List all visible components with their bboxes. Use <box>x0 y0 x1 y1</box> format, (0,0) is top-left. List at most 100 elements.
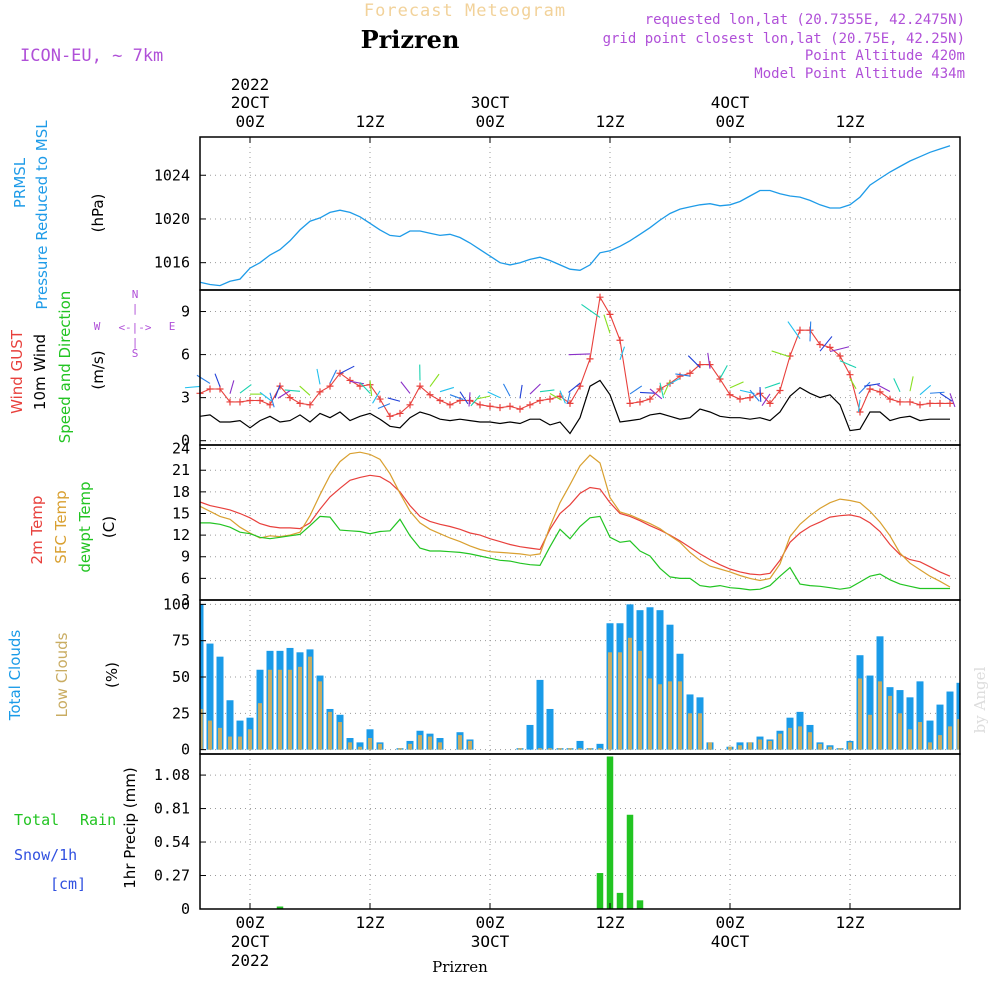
compass-w: W <box>94 320 101 333</box>
low-clouds-bar <box>788 727 792 750</box>
low-clouds-bar <box>578 748 582 750</box>
low-clouds-bar <box>258 703 262 750</box>
low-clouds-bar <box>878 681 882 750</box>
compass-s: S <box>132 347 139 360</box>
gust-point <box>236 398 244 406</box>
temp-ytick-label: 9 <box>181 548 190 566</box>
wind-direction-arrow <box>439 386 455 393</box>
temp-ytick-label: 21 <box>172 461 190 479</box>
low-clouds-bar <box>848 742 852 750</box>
precip-ytick-label: 0.27 <box>154 867 190 885</box>
low-clouds-bar <box>658 684 662 750</box>
top-time-label: 00Z <box>716 112 745 131</box>
svg-text:<-|->: <-|-> <box>118 321 151 334</box>
low-clouds-bar <box>298 666 302 750</box>
clouds-ytick-label: 0 <box>181 741 190 759</box>
low-clouds-bar <box>200 708 203 750</box>
low-clouds-bar <box>818 743 822 750</box>
gust-point <box>836 352 844 360</box>
low-clouds-bar <box>458 735 462 750</box>
pressure-series-line <box>199 145 951 287</box>
wind-label-10m: 10m Wind <box>31 334 49 410</box>
total-clouds-bar <box>536 679 544 750</box>
wind-series-line <box>199 379 950 435</box>
gust-point <box>636 398 644 406</box>
gust-point <box>906 398 914 406</box>
compass-n: N <box>132 288 139 301</box>
gust-point <box>856 408 864 416</box>
wind-direction-arrow <box>839 360 857 369</box>
low-clouds-bar <box>348 742 352 750</box>
low-clouds-bar <box>318 681 322 750</box>
wind-direction-arrow <box>649 388 663 400</box>
low-clouds-bar <box>238 736 242 750</box>
precip-label-snow: Snow/1h <box>14 846 77 864</box>
low-clouds-bar <box>288 669 292 750</box>
top-time-label: 00Z <box>476 112 505 131</box>
wind-direction-arrow <box>559 390 566 404</box>
wind-direction-arrow <box>349 380 365 385</box>
top-time-label: 00Z <box>236 112 265 131</box>
total-clouds-bar <box>236 720 244 750</box>
wind-direction-arrow <box>316 368 321 385</box>
low-clouds-bar <box>888 695 892 750</box>
tick-labels-layer: 1016102010240369369121518212402550751000… <box>154 75 865 970</box>
low-clouds-bar <box>648 678 652 750</box>
wind-direction-arrow <box>519 384 523 399</box>
wind-direction-arrow <box>487 391 501 399</box>
wind-direction-arrow <box>864 383 881 387</box>
gust-point <box>486 402 494 410</box>
rain-bar <box>596 873 604 909</box>
pressure-label-2: Pressure Reduced to MSL <box>33 120 51 310</box>
gust-point <box>256 397 264 405</box>
low-clouds-bar <box>738 745 742 750</box>
wind-direction-arrow <box>663 380 671 395</box>
wind-direction-arrow <box>196 374 211 384</box>
gust-point <box>656 385 664 393</box>
low-clouds-bar <box>208 720 212 750</box>
low-clouds-bar <box>428 736 432 750</box>
wind-direction-arrow <box>857 399 861 413</box>
low-clouds-bar <box>918 722 922 750</box>
low-clouds-bar <box>608 652 612 750</box>
low-clouds-bar <box>228 736 232 750</box>
wind-direction-arrow <box>359 382 371 394</box>
low-clouds-bar <box>268 669 272 750</box>
bottom-time-label: 3OCT <box>471 932 510 951</box>
wind-direction-arrow <box>470 394 481 407</box>
rain-bar <box>606 756 614 909</box>
precip-ytick-label: 0.54 <box>154 833 190 851</box>
wind-direction-arrow <box>659 382 665 399</box>
clouds-unit: (%) <box>103 662 121 688</box>
wind-direction-arrow <box>787 321 801 340</box>
bottom-time-label: 12Z <box>836 913 865 932</box>
gust-point <box>426 391 434 399</box>
low-clouds-bar <box>538 748 542 750</box>
bottom-time-label: 2OCT <box>231 932 270 951</box>
pressure-label-1: PRMSL <box>11 157 29 208</box>
precip-ytick-label: 0.81 <box>154 800 190 818</box>
clouds-label-low: Low Clouds <box>53 632 71 717</box>
clouds-ytick-label: 50 <box>172 668 190 686</box>
low-clouds-bar <box>708 742 712 750</box>
gust-point <box>396 409 404 417</box>
wind-direction-arrow <box>764 382 781 389</box>
low-clouds-bar <box>618 652 622 750</box>
low-clouds-bar <box>758 739 762 750</box>
gust-point <box>746 394 754 402</box>
gust-point <box>416 382 424 390</box>
wind-unit: (m/s) <box>89 350 107 389</box>
low-clouds-bar <box>948 726 952 750</box>
gust-point <box>296 399 304 407</box>
pressure-unit: (hPa) <box>89 194 107 233</box>
wind-direction-arrow <box>849 378 857 390</box>
low-clouds-bar <box>808 732 812 750</box>
gust-point <box>766 399 774 407</box>
gust-point <box>536 397 544 405</box>
gust-point <box>346 376 354 384</box>
point-altitude: Point Altitude 420m <box>805 48 965 64</box>
wind-direction-arrow <box>284 389 301 392</box>
gust-point <box>326 382 334 390</box>
total-clouds-bar <box>656 610 664 750</box>
